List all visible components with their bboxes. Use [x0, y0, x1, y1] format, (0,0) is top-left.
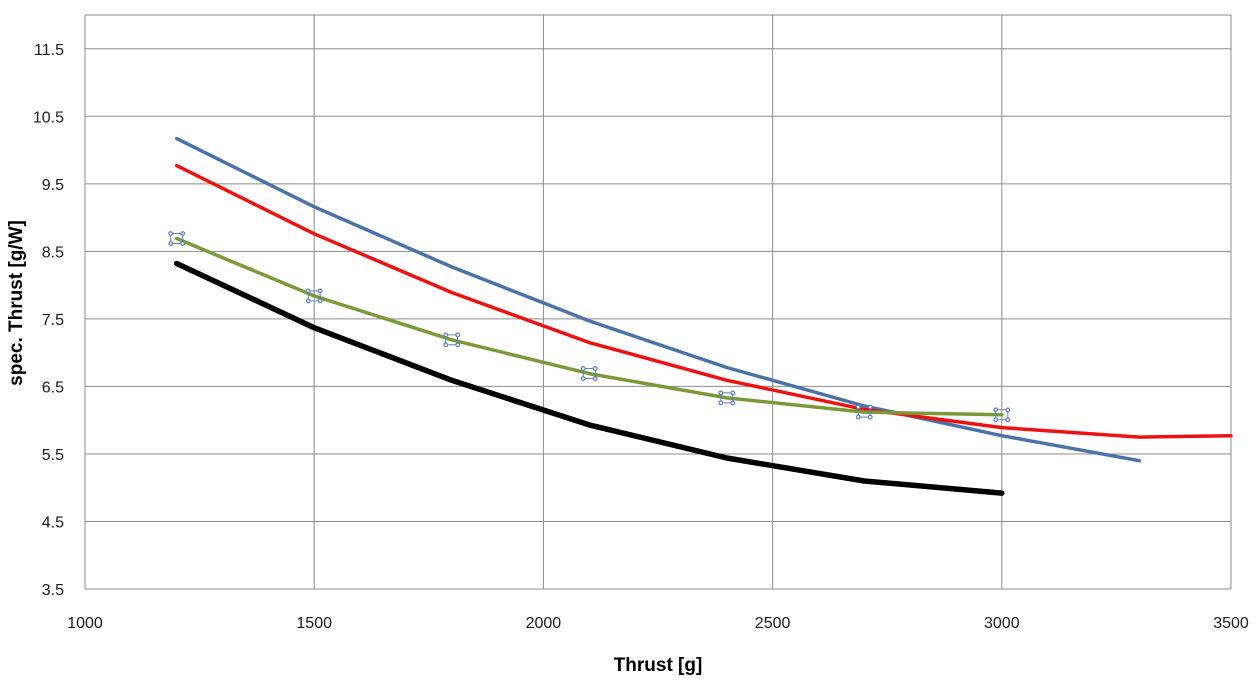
x-tick-label: 1000 — [67, 615, 103, 632]
gridlines — [84, 14, 1232, 590]
marker-handle — [305, 298, 311, 304]
y-axis-title: spec. Thrust [g/W] — [6, 220, 27, 386]
x-tick-label: 2500 — [755, 615, 791, 632]
y-tick-label: 3.5 — [42, 582, 64, 599]
marker-handle — [1005, 417, 1011, 423]
y-tick-labels: 3.5 4.5 5.5 6.5 7.5 8.5 9.5 10.5 11.5 — [33, 42, 64, 599]
series-marker-green — [580, 366, 598, 381]
marker-handle — [867, 404, 873, 410]
series-marker-green — [168, 231, 186, 246]
x-tick-label: 3500 — [1213, 615, 1249, 632]
marker-handle — [867, 414, 873, 420]
marker-handle — [317, 288, 323, 294]
marker-box — [170, 233, 184, 245]
marker-handle — [730, 400, 736, 406]
marker-box — [857, 406, 871, 418]
marker-handle — [855, 404, 861, 410]
marker-handle — [1005, 407, 1011, 413]
x-tick-label: 1500 — [296, 615, 332, 632]
series-line-black — [173, 260, 1005, 496]
x-tick-labels: 1000 1500 2000 2500 3000 3500 — [67, 615, 1249, 632]
y-tick-label: 9.5 — [42, 177, 64, 194]
marker-handle — [993, 407, 999, 413]
marker-handle — [443, 342, 449, 348]
marker-handle — [455, 332, 461, 338]
marker-handle — [443, 332, 449, 338]
marker-handle — [580, 366, 586, 371]
marker-box — [582, 368, 596, 380]
x-tick-label: 3000 — [984, 615, 1020, 632]
marker-handle — [305, 288, 311, 294]
marker-handle — [180, 231, 186, 236]
series-lines — [173, 136, 1233, 496]
marker-handle — [455, 342, 461, 348]
series-marker-green — [443, 332, 461, 348]
series-marker-green — [718, 390, 736, 406]
y-tick-label: 7.5 — [42, 312, 64, 329]
marker-handle — [592, 366, 598, 371]
y-tick-label: 11.5 — [34, 42, 64, 59]
y-tick-label: 10.5 — [33, 109, 64, 126]
marker-handle — [718, 390, 724, 396]
series-marker-green — [993, 407, 1011, 423]
marker-box — [995, 409, 1009, 421]
y-tick-label: 5.5 — [42, 447, 64, 464]
marker-handle — [580, 376, 586, 381]
marker-box — [445, 334, 459, 346]
marker-handle — [168, 241, 174, 246]
marker-box — [307, 290, 321, 302]
series-line-green — [174, 236, 1004, 417]
x-tick-label: 2000 — [526, 615, 562, 632]
marker-handle — [993, 417, 999, 423]
series-marker-green — [305, 288, 323, 304]
y-tick-label: 8.5 — [42, 244, 64, 261]
series-marker-green — [855, 404, 873, 420]
marker-handle — [168, 231, 174, 236]
marker-handle — [855, 414, 861, 420]
marker-handle — [317, 298, 323, 304]
marker-handle — [718, 400, 724, 406]
series-line-blue — [174, 136, 1142, 463]
series-markers — [168, 231, 1011, 423]
marker-handle — [730, 390, 736, 396]
x-axis-title: Thrust [g] — [614, 655, 703, 676]
y-tick-label: 4.5 — [42, 514, 64, 531]
series-line-red — [174, 163, 1233, 439]
marker-box — [720, 392, 734, 404]
marker-handle — [180, 241, 186, 246]
marker-handle — [592, 376, 598, 381]
y-tick-label: 6.5 — [42, 379, 64, 396]
